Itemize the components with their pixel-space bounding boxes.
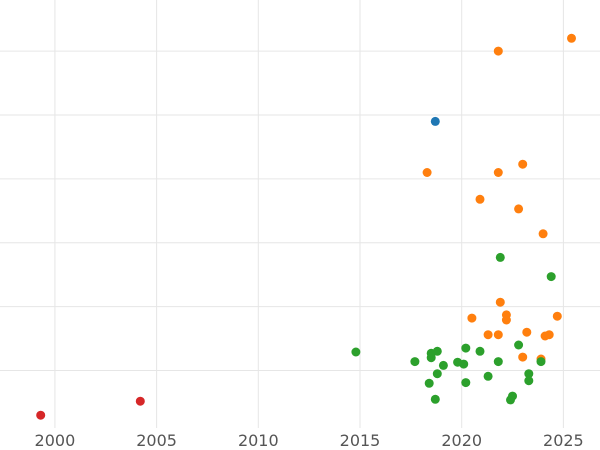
point-orange-8	[495, 297, 505, 307]
point-green-7	[461, 343, 471, 353]
point-orange-1	[493, 46, 503, 56]
point-green-16	[483, 371, 493, 381]
point-orange-5	[475, 194, 485, 204]
x-tick-label-2025: 2025	[543, 431, 584, 450]
point-green-13	[536, 357, 546, 367]
point-green-11	[459, 359, 469, 369]
point-green-15	[432, 369, 442, 379]
point-red-1	[135, 396, 145, 406]
point-green-19	[461, 378, 471, 388]
point-orange-17	[544, 330, 554, 340]
x-gridlines	[54, 0, 564, 428]
point-orange-4	[518, 159, 528, 169]
point-orange-3	[493, 168, 503, 177]
point-green-23	[430, 394, 440, 404]
point-green-3	[410, 357, 420, 367]
point-orange-0	[567, 33, 576, 43]
point-orange-11	[467, 313, 477, 323]
point-green-8	[475, 346, 485, 356]
point-green-18	[424, 378, 434, 388]
point-orange-7	[538, 229, 548, 239]
point-red-0	[36, 410, 46, 420]
point-orange-13	[522, 327, 532, 337]
point-green-20	[524, 376, 534, 386]
x-tick-labels: 2000 2005 2010 2015 2020 2025	[35, 431, 584, 450]
x-tick-label-2005: 2005	[136, 431, 177, 450]
point-orange-12	[552, 311, 562, 321]
point-orange-2	[422, 168, 432, 177]
point-green-22	[506, 395, 515, 405]
point-green-12	[493, 357, 503, 367]
point-orange-18	[518, 352, 528, 362]
point-green-0	[495, 252, 505, 262]
point-green-2	[351, 347, 361, 357]
x-tick-label-2020: 2020	[441, 431, 482, 450]
data-points	[36, 33, 576, 420]
point-green-1	[546, 272, 556, 282]
point-green-6	[432, 346, 442, 356]
x-tick-label-2000: 2000	[35, 431, 76, 450]
point-green-14	[438, 360, 448, 370]
point-orange-15	[493, 330, 503, 340]
x-tick-label-2010: 2010	[238, 431, 279, 450]
x-tick-label-2015: 2015	[340, 431, 381, 450]
point-green-17	[524, 369, 534, 379]
point-green-9	[514, 340, 524, 350]
point-orange-6	[514, 204, 524, 214]
point-orange-10	[501, 315, 511, 325]
point-orange-14	[483, 330, 493, 340]
point-blue-0	[430, 116, 440, 126]
